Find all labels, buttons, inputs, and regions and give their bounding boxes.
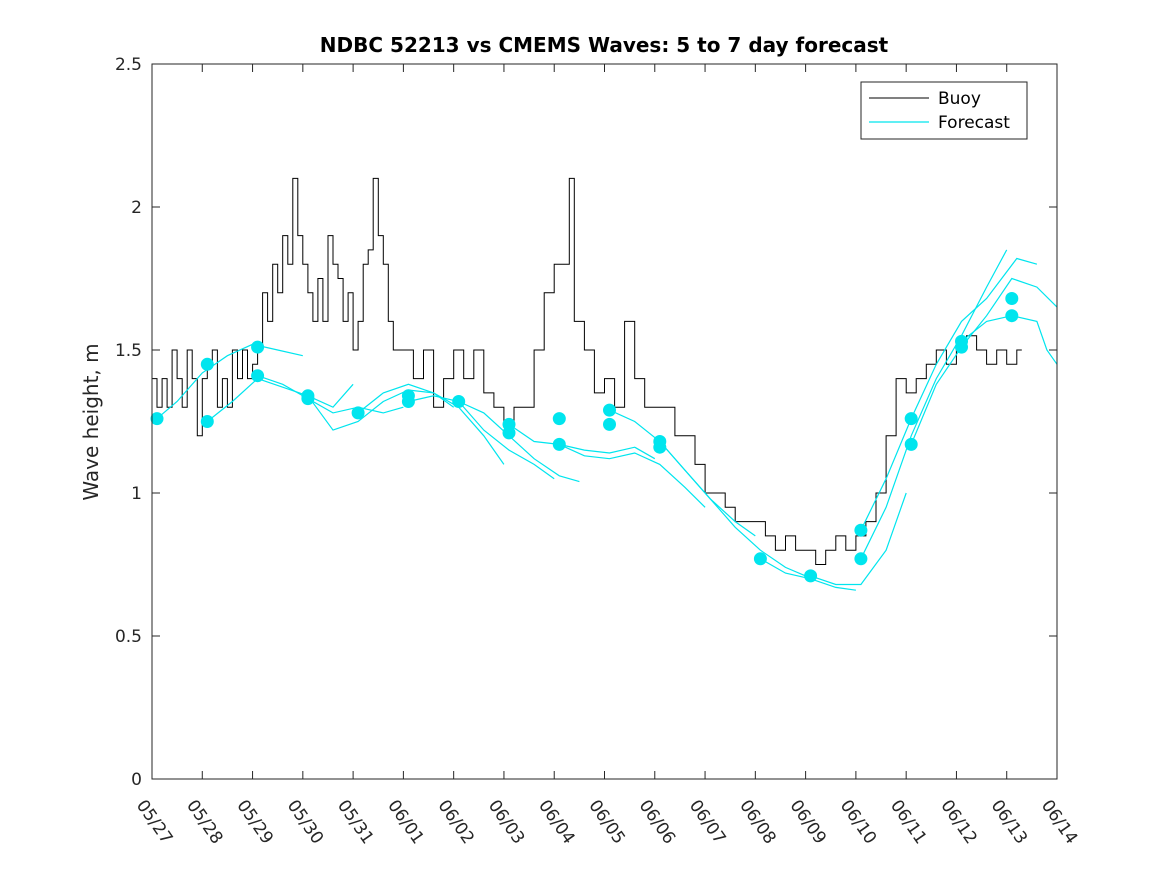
forecast-marker-17 <box>603 417 616 431</box>
legend: Buoy Forecast <box>860 81 1028 140</box>
y-tick-label: 2.5 <box>115 55 142 75</box>
forecast-run-line-8 <box>508 423 656 460</box>
forecast-marker-22 <box>854 523 868 537</box>
forecast-run-line-9 <box>559 443 706 508</box>
y-tick-label: 1.5 <box>115 341 142 361</box>
forecast-marker-23 <box>854 552 868 566</box>
forecast-run-line-7 <box>458 400 580 483</box>
forecast-marker-28 <box>1005 292 1019 305</box>
forecast-run-line-17 <box>961 315 1058 365</box>
forecast-marker-13 <box>502 426 516 440</box>
forecast-marker-25 <box>904 437 918 451</box>
chart-title: NDBC 52213 vs CMEMS Waves: 5 to 7 day fo… <box>320 33 889 57</box>
forecast-marker-20 <box>753 552 767 566</box>
y-tick-label: 0.5 <box>115 627 142 647</box>
y-axis-title: Wave height, m <box>79 343 103 500</box>
forecast-run-line-11 <box>659 441 806 577</box>
forecast-run-line-6 <box>408 395 555 480</box>
forecast-run-line-16 <box>910 277 1058 445</box>
forecast-run-line-15 <box>860 257 1038 531</box>
forecast-marker-10 <box>401 395 415 408</box>
forecast-marker-3 <box>200 415 214 428</box>
forecast-run-line-5 <box>357 383 505 465</box>
forecast-marker-16 <box>603 403 616 417</box>
forecast-marker-2 <box>200 357 214 371</box>
y-tick-label: 2 <box>131 198 142 218</box>
forecast-marker-19 <box>653 440 667 454</box>
forecast-marker-8 <box>351 406 365 420</box>
forecast-marker-11 <box>452 395 466 408</box>
forecast-marker-27 <box>955 340 968 354</box>
forecast-run-line-3 <box>257 375 404 414</box>
forecast-marker-4 <box>251 340 265 354</box>
plot-area <box>150 177 1058 591</box>
legend-forecast-label: Forecast <box>938 113 1010 133</box>
y-tick-label: 0 <box>131 770 142 790</box>
buoy-series-line <box>152 177 1022 565</box>
forecast-marker-24 <box>904 412 918 426</box>
forecast-run-line-14 <box>860 249 1008 560</box>
forecast-marker-14 <box>552 412 566 426</box>
forecast-run-line-1 <box>156 343 303 420</box>
y-tick-label: 1 <box>131 484 142 504</box>
forecast-marker-15 <box>552 437 566 451</box>
forecast-marker-1 <box>150 412 164 426</box>
forecast-marker-5 <box>251 369 265 383</box>
forecast-marker-21 <box>804 569 818 583</box>
forecast-run-line-13 <box>810 492 907 586</box>
legend-box <box>860 81 1028 140</box>
forecast-marker-7 <box>301 392 315 406</box>
forecast-marker-29 <box>1005 309 1019 323</box>
forecast-run-line-2 <box>206 377 354 422</box>
legend-buoy-label: Buoy <box>938 89 981 109</box>
